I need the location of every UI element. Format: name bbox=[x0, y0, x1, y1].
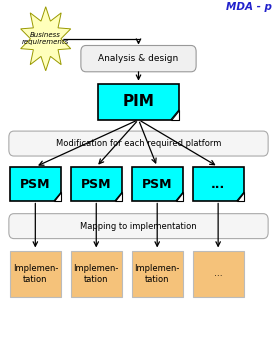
Text: Implemen-
tation: Implemen- tation bbox=[74, 264, 119, 283]
FancyBboxPatch shape bbox=[9, 214, 268, 239]
Polygon shape bbox=[171, 110, 179, 120]
Polygon shape bbox=[21, 7, 71, 71]
Text: ...: ... bbox=[211, 178, 225, 190]
Text: PIM: PIM bbox=[122, 94, 155, 110]
FancyBboxPatch shape bbox=[132, 251, 183, 297]
Text: PSM: PSM bbox=[81, 178, 112, 190]
FancyBboxPatch shape bbox=[132, 167, 183, 201]
Polygon shape bbox=[176, 192, 183, 201]
Text: PSM: PSM bbox=[142, 178, 173, 190]
FancyBboxPatch shape bbox=[10, 251, 61, 297]
Polygon shape bbox=[54, 192, 61, 201]
Polygon shape bbox=[115, 192, 122, 201]
Text: Modification for each required platform: Modification for each required platform bbox=[56, 139, 221, 148]
Text: Analysis & design: Analysis & design bbox=[98, 54, 179, 63]
Polygon shape bbox=[237, 192, 244, 201]
FancyBboxPatch shape bbox=[193, 251, 244, 297]
FancyBboxPatch shape bbox=[9, 131, 268, 156]
FancyBboxPatch shape bbox=[10, 167, 61, 201]
FancyBboxPatch shape bbox=[71, 167, 122, 201]
Text: ...: ... bbox=[214, 269, 222, 278]
Text: Mapping to implementation: Mapping to implementation bbox=[80, 222, 197, 231]
FancyBboxPatch shape bbox=[81, 45, 196, 72]
FancyBboxPatch shape bbox=[193, 167, 244, 201]
FancyBboxPatch shape bbox=[71, 251, 122, 297]
Text: MDA - p: MDA - p bbox=[225, 2, 271, 12]
FancyBboxPatch shape bbox=[98, 84, 179, 120]
Text: Business
requirements: Business requirements bbox=[22, 32, 69, 45]
Text: Implemen-
tation: Implemen- tation bbox=[13, 264, 58, 283]
Text: PSM: PSM bbox=[20, 178, 51, 190]
Text: Implemen-
tation: Implemen- tation bbox=[135, 264, 180, 283]
